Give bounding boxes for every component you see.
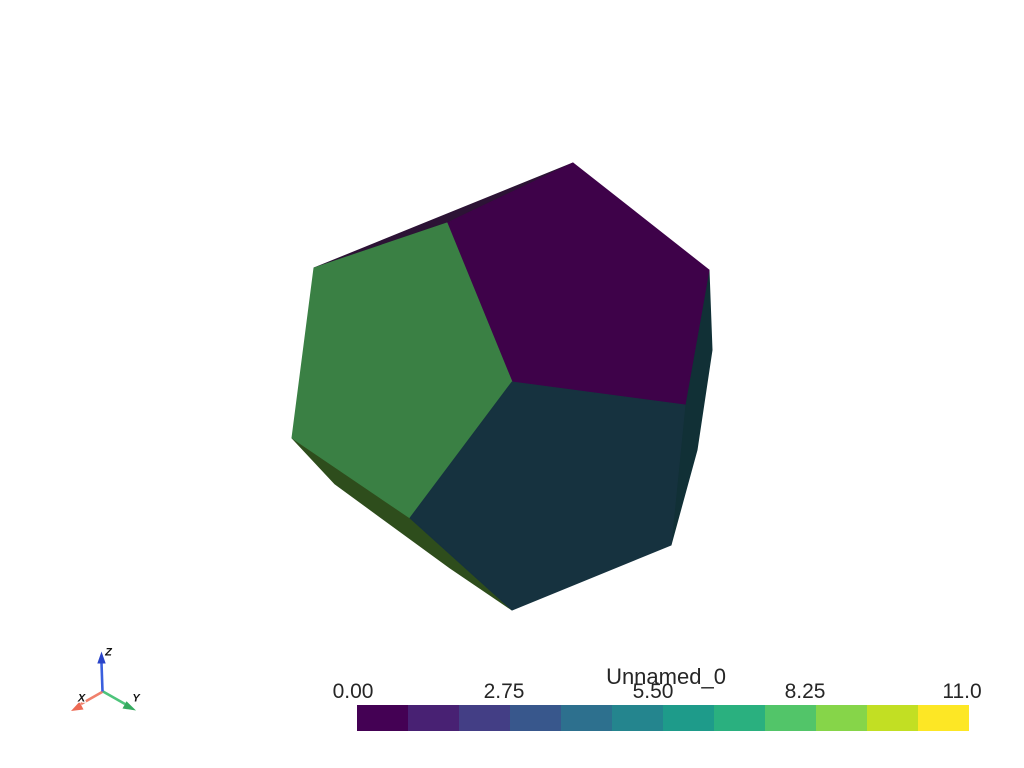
scalar-bar-segment-6 bbox=[663, 705, 714, 731]
y-axis-arrowhead-icon bbox=[122, 701, 136, 711]
scalar-bar-segment-9 bbox=[816, 705, 867, 731]
scalar-bar-tick-label: 8.25 bbox=[784, 680, 826, 703]
scalar-bar-segment-5 bbox=[612, 705, 663, 731]
scalar-bar-segment-1 bbox=[408, 705, 459, 731]
x-axis-shaft bbox=[80, 690, 104, 706]
z-axis-label: Z bbox=[104, 647, 113, 659]
orientation-axes-widget: X Y Z bbox=[71, 645, 143, 711]
scalar-bar-segment-2 bbox=[459, 705, 510, 731]
z-axis-arrowhead-icon bbox=[97, 651, 106, 664]
y-axis-label: Y bbox=[132, 693, 141, 705]
scalar-bar-tick-label: 2.75 bbox=[483, 680, 525, 703]
scalar-bar-tick-label: 5.50 bbox=[632, 680, 674, 703]
front-face-green bbox=[291, 222, 513, 519]
scalar-bar-title: Unnamed_0 bbox=[606, 664, 726, 689]
scalar-bar-segment-4 bbox=[561, 705, 612, 731]
scalar-bar-tick-label: 0.00 bbox=[332, 680, 374, 703]
scalar-bar-segment-0 bbox=[357, 705, 408, 731]
scalar-bar-tick-label: 11.0 bbox=[942, 680, 982, 703]
x-axis-label: X bbox=[77, 693, 86, 705]
scalar-bar-segment-10 bbox=[867, 705, 918, 731]
front-face-teal bbox=[409, 381, 686, 611]
y-axis-shaft bbox=[102, 690, 126, 706]
dodecahedron-mesh bbox=[291, 162, 713, 611]
scalar-bar-segment-7 bbox=[714, 705, 765, 731]
x-axis-arrowhead-icon bbox=[71, 701, 84, 711]
scalar-bar-segment-3 bbox=[510, 705, 561, 731]
scalar-bar-segment-8 bbox=[765, 705, 816, 731]
scalar-bar-gradient bbox=[357, 705, 969, 731]
z-axis-shaft bbox=[100, 662, 104, 692]
scalar-bar-segment-11 bbox=[918, 705, 969, 731]
